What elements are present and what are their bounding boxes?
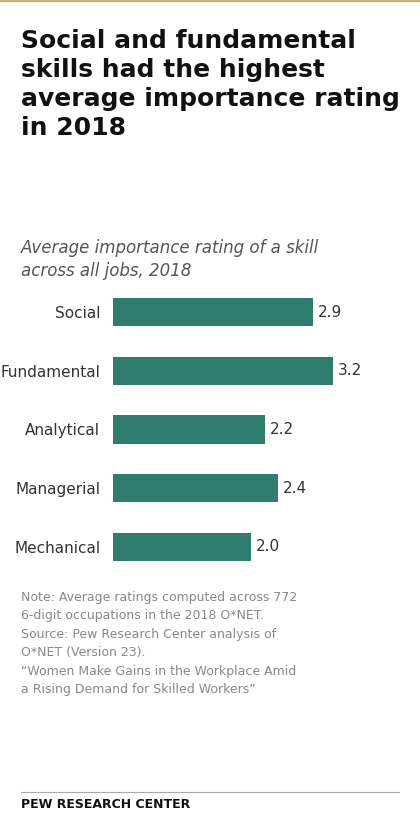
Bar [113, 533, 251, 561]
Bar [113, 416, 265, 443]
Text: 2.2: 2.2 [269, 422, 294, 437]
Text: Note: Average ratings computed across 772
6-digit occupations in the 2018 O*NET.: Note: Average ratings computed across 77… [21, 591, 297, 696]
Text: 2.4: 2.4 [283, 481, 307, 495]
Text: 2.0: 2.0 [256, 540, 280, 554]
Bar [113, 298, 313, 326]
Text: 2.9: 2.9 [318, 305, 342, 319]
Text: Average importance rating of a skill
across all jobs, 2018: Average importance rating of a skill acr… [21, 239, 319, 281]
Bar [113, 357, 333, 385]
Text: Social and fundamental
skills had the highest
average importance rating
in 2018: Social and fundamental skills had the hi… [21, 29, 400, 140]
Bar [113, 474, 278, 502]
Text: 3.2: 3.2 [338, 364, 362, 378]
Text: PEW RESEARCH CENTER: PEW RESEARCH CENTER [21, 798, 190, 811]
